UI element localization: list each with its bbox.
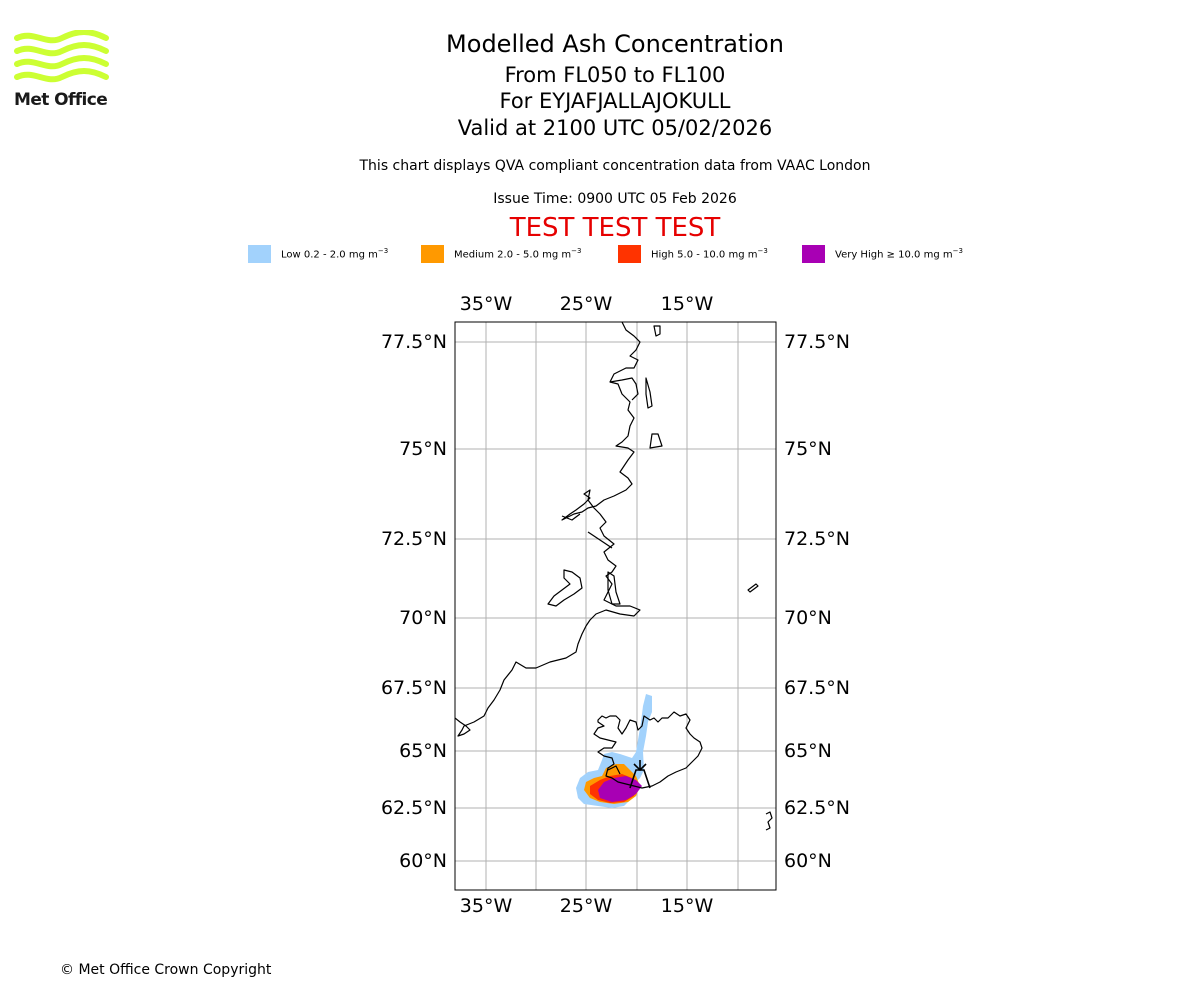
legend-swatch-very-high <box>802 245 825 263</box>
lat-label-left: 65°N <box>399 740 447 762</box>
legend-label-low: Low 0.2 - 2.0 mg m <box>281 249 378 261</box>
legend-swatch-medium <box>421 245 444 263</box>
legend-item-very-high: Very High ≥ 10.0 mg m−3 <box>802 244 963 264</box>
lon-label-top: 15°W <box>661 293 714 315</box>
logo-wave <box>14 42 109 57</box>
lat-label-left: 62.5°N <box>381 797 447 819</box>
issue-time: Issue Time: 0900 UTC 05 Feb 2026 <box>493 191 737 207</box>
legend-unit-exp: −3 <box>571 247 582 256</box>
legend-item-high: High 5.0 - 10.0 mg m−3 <box>618 244 768 264</box>
lon-label-bottom: 25°W <box>560 895 613 917</box>
lat-label-right: 72.5°N <box>784 528 850 550</box>
chart-title: Modelled Ash Concentration <box>446 30 784 58</box>
lat-label-right: 60°N <box>784 850 832 872</box>
chart-subtitle: This chart displays QVA compliant concen… <box>359 158 871 174</box>
legend-unit-exp: −3 <box>952 247 963 256</box>
lat-label-right: 65°N <box>784 740 832 762</box>
legend-label-very-high: Very High ≥ 10.0 mg m <box>835 249 953 261</box>
lon-label-top: 25°W <box>560 293 613 315</box>
volcano-marker-icon <box>629 760 651 789</box>
coastline <box>455 322 773 831</box>
legend-item-medium: Medium 2.0 - 5.0 mg m−3 <box>421 244 581 264</box>
lon-label-bottom: 15°W <box>661 895 714 917</box>
met-office-logo: Met Office <box>14 29 110 112</box>
legend-unit-exp: −3 <box>377 247 389 256</box>
flight-level-range: From FL050 to FL100 <box>504 63 726 87</box>
map-frame <box>454 321 777 891</box>
legend-item-low: Low 0.2 - 2.0 mg m−3 <box>248 244 388 264</box>
lat-label-left: 75°N <box>399 438 447 460</box>
copyright-notice: © Met Office Crown Copyright <box>60 962 272 978</box>
logo-text: Met Office <box>14 90 108 110</box>
legend-unit-exp: −3 <box>757 247 768 256</box>
lat-label-left: 77.5°N <box>381 331 447 353</box>
met-office-wave-icon <box>14 29 109 83</box>
lat-label-left: 60°N <box>399 850 447 872</box>
volcano-name: For EYJAFJALLAJOKULL <box>499 89 731 113</box>
lat-label-left: 70°N <box>399 607 447 629</box>
lat-label-left: 67.5°N <box>381 677 447 699</box>
legend-label-high: High 5.0 - 10.0 mg m <box>651 249 758 261</box>
lon-label-bottom: 35°W <box>460 895 513 917</box>
test-banner: TEST TEST TEST <box>509 213 721 243</box>
legend-swatch-high <box>618 245 641 263</box>
valid-time: Valid at 2100 UTC 05/02/2026 <box>457 116 773 140</box>
legend-label-medium: Medium 2.0 - 5.0 mg m <box>454 249 572 261</box>
logo-wave <box>14 55 109 70</box>
logo-wave <box>14 29 109 44</box>
lat-label-right: 62.5°N <box>784 797 850 819</box>
lat-label-right: 77.5°N <box>784 331 850 353</box>
lat-label-right: 75°N <box>784 438 832 460</box>
lat-label-right: 70°N <box>784 607 832 629</box>
legend-swatch-low <box>248 245 271 263</box>
logo-wave <box>14 68 109 83</box>
lat-label-left: 72.5°N <box>381 528 447 550</box>
lat-label-right: 67.5°N <box>784 677 850 699</box>
lon-label-top: 35°W <box>460 293 513 315</box>
